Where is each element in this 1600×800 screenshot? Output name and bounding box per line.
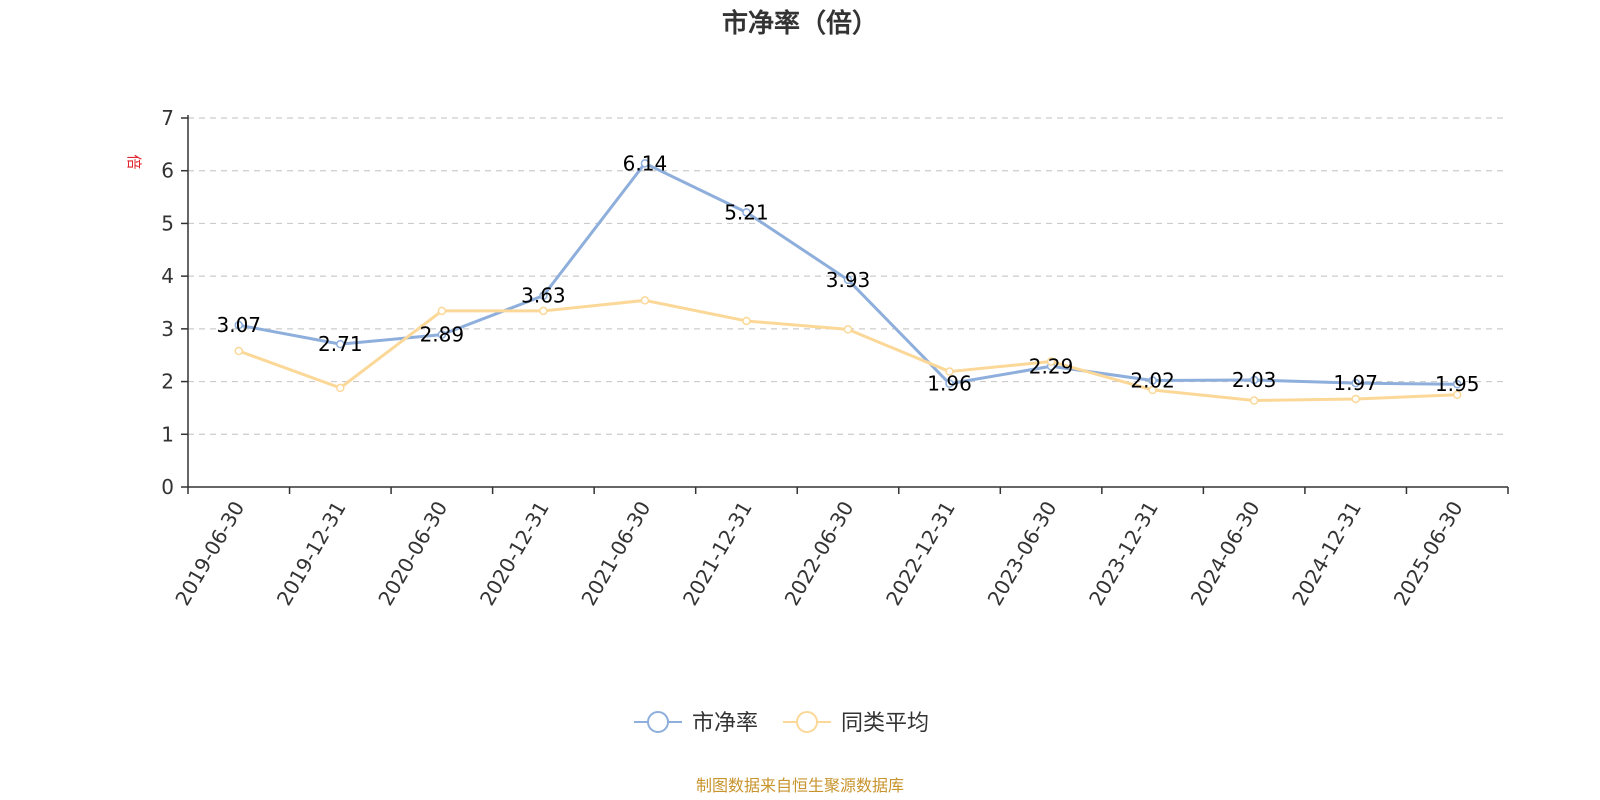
legend[interactable]: 市净率 同类平均 <box>634 711 929 736</box>
data-label: 2.89 <box>420 323 465 347</box>
data-point[interactable] <box>1046 357 1056 366</box>
data-point[interactable] <box>539 291 548 300</box>
legend-item-1[interactable]: 市净率 <box>634 711 758 736</box>
y-tick-label: 4 <box>161 264 174 288</box>
y-tick-label: 5 <box>161 211 174 235</box>
data-label: 3.93 <box>826 268 871 292</box>
source-note: 制图数据来自恒生聚源数据库 <box>696 776 904 795</box>
data-point[interactable] <box>640 159 650 168</box>
data-point[interactable] <box>1351 378 1360 388</box>
data-point[interactable] <box>742 208 751 217</box>
x-tick-label: 2019-12-31 <box>272 497 351 610</box>
data-label: 2.29 <box>1029 354 1074 378</box>
data-label: 2.71 <box>318 332 363 356</box>
y-tick-label: 7 <box>161 106 174 130</box>
data-point[interactable] <box>742 316 751 326</box>
data-label: 1.96 <box>927 372 972 396</box>
x-tick-label: 2020-06-30 <box>373 497 452 610</box>
x-tick-label: 2023-12-31 <box>1084 497 1163 610</box>
data-label: 1.97 <box>1333 371 1378 395</box>
x-tick-label: 2024-06-30 <box>1186 497 1265 610</box>
legend-label: 同类平均 <box>841 711 929 736</box>
data-label: 1.95 <box>1435 372 1480 396</box>
data-point[interactable] <box>843 275 853 285</box>
data-point[interactable] <box>1249 375 1259 385</box>
data-point[interactable] <box>539 306 548 316</box>
data-point[interactable] <box>1249 396 1259 405</box>
data-point[interactable] <box>1452 390 1462 399</box>
y-tick-label: 3 <box>161 317 174 341</box>
data-label: 2.03 <box>1232 368 1277 392</box>
data-point[interactable] <box>437 330 447 339</box>
data-labels: 3.07 2.71 2.89 3.63 6.14 5.21 3.93 1.96 2.29 2.02… <box>217 151 1480 396</box>
data-point[interactable] <box>336 339 345 349</box>
data-point[interactable] <box>1452 379 1462 389</box>
data-point[interactable] <box>1148 376 1157 385</box>
data-label: 5.21 <box>724 200 769 224</box>
y-tick-label: 2 <box>161 370 174 394</box>
x-tick-label: 2024-12-31 <box>1287 497 1366 610</box>
data-point[interactable] <box>945 379 954 388</box>
legend-circle-icon <box>647 711 669 733</box>
x-tick-label: 2021-12-31 <box>678 497 757 610</box>
legend-circle-icon <box>796 711 818 733</box>
series-lines <box>234 159 1462 405</box>
data-point[interactable] <box>945 367 954 376</box>
data-label: 2.02 <box>1130 369 1175 393</box>
x-tick-label: 2021-06-30 <box>576 497 655 610</box>
y-tick-label: 0 <box>161 475 174 499</box>
x-tick-label: 2025-06-30 <box>1389 497 1468 610</box>
x-tick-label: 2019-06-30 <box>170 497 249 610</box>
data-point[interactable] <box>336 383 345 393</box>
x-tick-label: 2022-06-30 <box>779 497 858 610</box>
data-label: 3.63 <box>521 284 566 308</box>
data-label: 6.14 <box>623 151 668 175</box>
chart-title: 市净率（倍） <box>722 8 878 39</box>
x-tick-label: 2020-12-31 <box>475 497 554 610</box>
y-tick-label: 1 <box>161 422 174 446</box>
data-label: 3.07 <box>217 313 262 337</box>
axes: 0 1 2 3 4 5 6 7 2019-06-30 2019-12-31 2020-06-30 20… <box>161 106 1509 610</box>
y-axis-unit-label: 倍 <box>125 154 143 169</box>
data-point[interactable] <box>234 320 244 330</box>
legend-item-2[interactable]: 同类平均 <box>783 711 929 736</box>
data-point[interactable] <box>1351 394 1360 404</box>
data-point[interactable] <box>843 325 853 334</box>
data-point[interactable] <box>437 306 447 316</box>
data-point[interactable] <box>1148 385 1157 395</box>
data-point[interactable] <box>234 346 244 356</box>
data-point[interactable] <box>640 296 650 305</box>
x-tick-label: 2022-12-31 <box>881 497 960 610</box>
legend-label: 市净率 <box>692 711 758 736</box>
x-tick-label: 2023-06-30 <box>983 497 1062 610</box>
y-tick-label: 6 <box>161 159 174 183</box>
